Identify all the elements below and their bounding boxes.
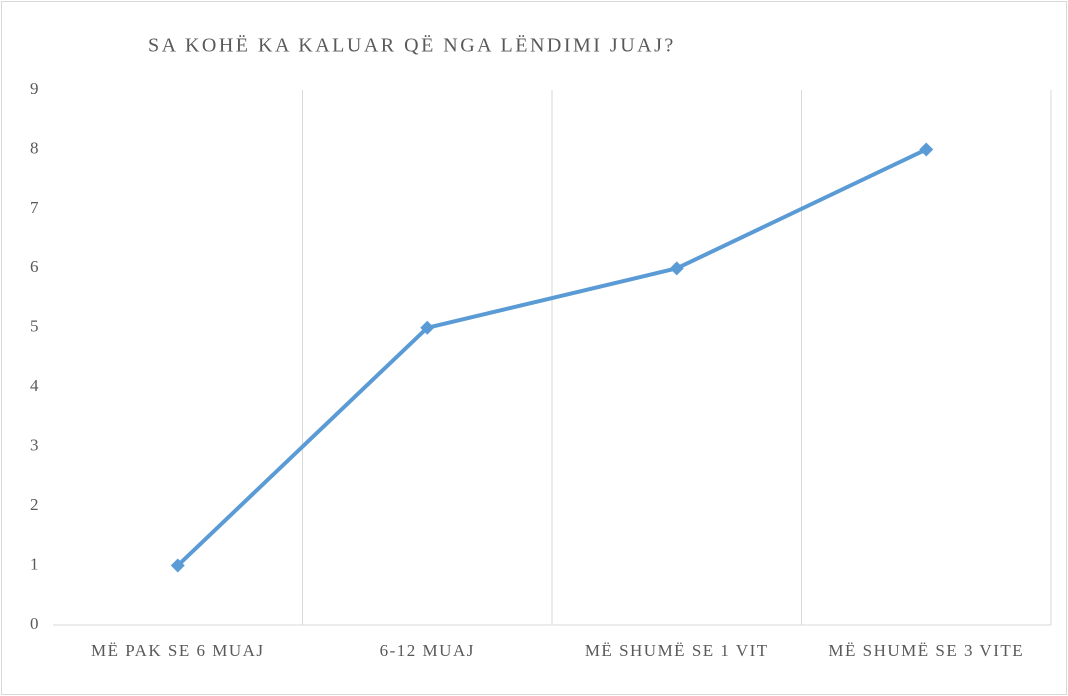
y-tick-label: 3: [30, 436, 40, 455]
y-tick-label: 8: [30, 138, 40, 157]
x-tick-label: MË SHUMË SE 1 VIT: [585, 641, 769, 660]
y-tick-label: 0: [30, 614, 40, 633]
marker: [919, 142, 934, 157]
line: [176, 147, 928, 568]
y-tick-label: 4: [30, 376, 40, 395]
x-tick-label: 6-12 MUAJ: [380, 641, 475, 660]
chart-title: SA KOHË KA KALUAR QË NGA LËNDIMI JUAJ?: [148, 34, 676, 57]
y-tick-label: 1: [30, 554, 40, 573]
marker: [420, 320, 435, 335]
y-tick-label: 6: [30, 257, 40, 276]
y-tick-label: 2: [30, 495, 40, 514]
y-tick-label: 9: [30, 79, 40, 98]
y-tick-label: 7: [30, 198, 40, 217]
x-tick-label: MË PAK SE 6 MUAJ: [91, 641, 265, 660]
marker: [170, 558, 185, 573]
marker: [669, 261, 684, 276]
x-tick-label: MË SHUMË SE 3 VITE: [828, 641, 1024, 660]
y-tick-label: 5: [30, 317, 40, 336]
